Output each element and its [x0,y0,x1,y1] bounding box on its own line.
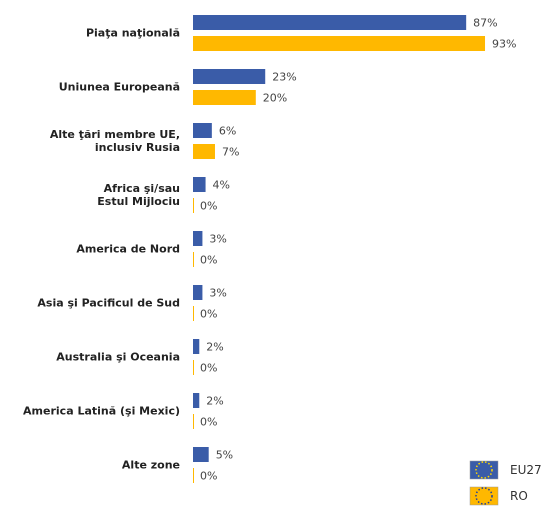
legend-swatch [469,486,499,506]
value-label: 3% [209,286,227,299]
category-label: Africa şi/sau Estul Mijlociu [97,182,180,208]
category-label: Piaţa naţională [85,26,180,40]
bar [193,15,467,30]
legend-icon [475,461,493,479]
value-label: 2% [206,340,224,353]
value-label: 0% [200,253,218,266]
category-label: Alte zone [121,458,180,472]
category-label: America Latină (şi Mexic) [23,404,180,418]
legend-label: EU27 [510,463,542,477]
value-label: 0% [200,199,218,212]
bar [193,468,194,483]
bar [193,198,194,213]
value-label: 0% [200,415,218,428]
bar [193,90,256,105]
category-label: America de Nord [76,242,180,256]
value-label: 6% [218,124,237,137]
category-label: Uniunea Europeană [58,80,180,94]
bar [193,231,203,246]
bar [193,36,486,51]
value-label: 5% [215,448,234,461]
category-label: Australia şi Oceania [56,350,180,364]
bar [193,339,200,354]
bar [193,123,212,138]
value-label: 0% [200,307,218,320]
value-label: 0% [200,469,218,482]
value-label: 3% [209,232,227,245]
bar [193,69,266,84]
value-label: 4% [212,178,230,191]
category-label: Asia şi Pacificul de Sud [37,296,180,310]
value-label: 93% [492,37,517,50]
bar [193,285,203,300]
bar [193,393,200,408]
legend-swatch [469,460,499,480]
value-label: 2% [206,394,224,407]
value-label: 23% [272,70,297,83]
value-label: 20% [262,91,288,104]
bar [193,447,209,462]
value-label: 87% [473,16,498,29]
bar [193,414,194,429]
legend-label: RO [510,489,528,503]
legend-icon [475,487,493,505]
value-label: 0% [200,361,218,374]
category-label: Alte ţări membre UE, inclusiv Rusia [49,128,180,154]
bar [193,252,194,267]
value-label: 7% [221,145,240,158]
bar [193,177,206,192]
bar [193,144,215,159]
bar [193,360,194,375]
bar [193,306,194,321]
